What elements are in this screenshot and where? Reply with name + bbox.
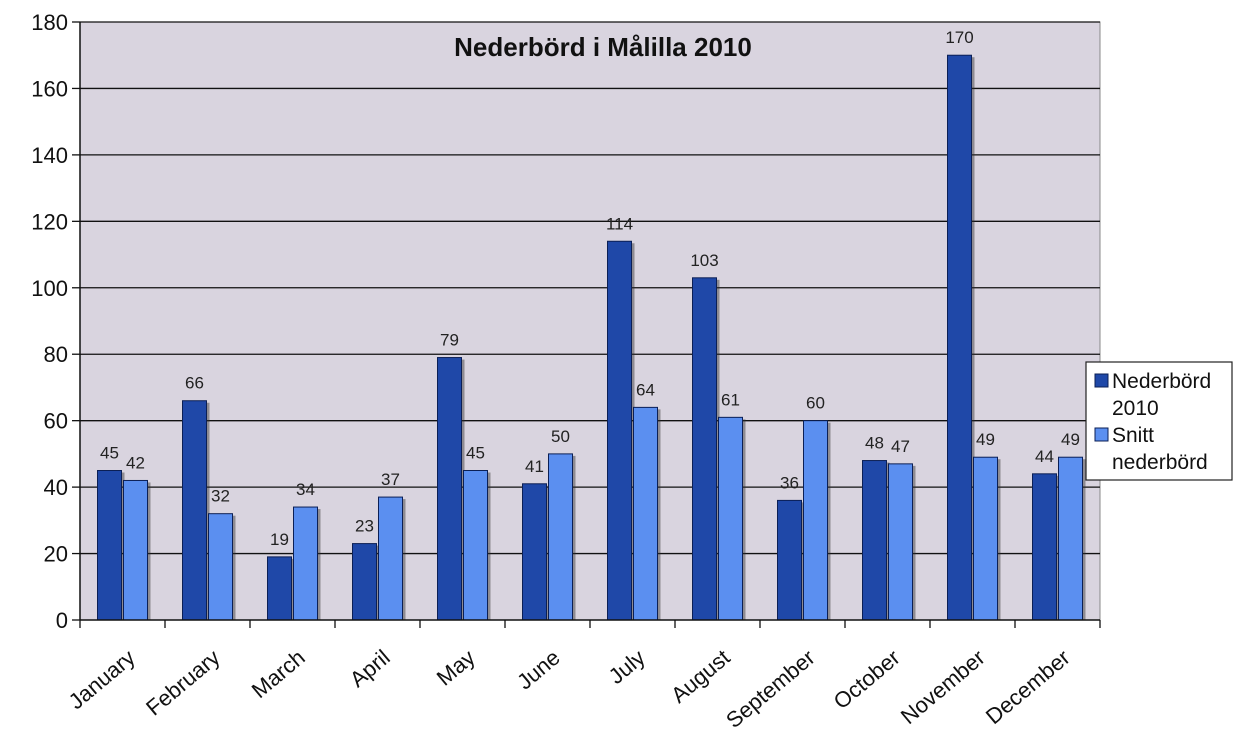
legend-label: 2010 <box>1112 397 1159 420</box>
bar-snitt-nederbord <box>378 496 403 621</box>
x-tick-label: October <box>829 645 905 714</box>
data-label: 48 <box>865 434 884 453</box>
bar-nederbord-2010 <box>352 543 377 621</box>
chart-title: Nederbörd i Målilla 2010 <box>454 32 752 62</box>
bar-snitt-nederbord <box>548 453 573 621</box>
x-axis: January February March April May June July Augu… <box>64 619 1101 733</box>
data-label: 114 <box>606 214 633 233</box>
bar-snitt-nederbord <box>633 406 658 621</box>
data-label: 103 <box>690 251 718 270</box>
x-tick-label: November <box>896 645 990 729</box>
data-label: 170 <box>945 28 973 47</box>
y-tick-label: 40 <box>44 475 68 500</box>
legend-swatch <box>1094 427 1109 442</box>
data-label: 66 <box>185 374 204 393</box>
gridlines <box>80 21 1100 555</box>
x-tick-label: January <box>64 645 140 714</box>
y-tick-label: 20 <box>44 542 68 567</box>
y-tick-label: 180 <box>31 10 68 35</box>
bar-nederbord-2010 <box>267 556 292 621</box>
bar-nederbord-2010 <box>777 499 802 621</box>
data-label: 61 <box>721 390 740 409</box>
data-label: 49 <box>1061 430 1080 449</box>
bar-snitt-nederbord <box>888 463 913 621</box>
y-tick-label: 60 <box>44 409 68 434</box>
x-tick-label: August <box>666 645 735 708</box>
data-label: 60 <box>806 394 825 413</box>
y-tick-label: 160 <box>31 76 68 101</box>
y-tick-label: 140 <box>31 143 68 168</box>
x-tick-label: July <box>604 645 650 689</box>
legend-swatch <box>1094 373 1109 388</box>
data-label: 34 <box>296 480 315 499</box>
bar-nederbord-2010 <box>692 277 717 621</box>
legend-label: Nederbörd <box>1112 370 1211 393</box>
data-label: 79 <box>440 331 459 350</box>
data-label: 44 <box>1035 447 1054 466</box>
legend-label: nederbörd <box>1112 451 1208 474</box>
bar-snitt-nederbord <box>1058 456 1083 621</box>
bar-nederbord-2010 <box>522 483 547 621</box>
legend-box <box>1085 361 1233 481</box>
plot-area <box>79 21 1101 621</box>
data-label: 64 <box>636 380 655 399</box>
data-label: 50 <box>551 427 570 446</box>
x-tick-label: June <box>512 645 565 695</box>
data-label: 37 <box>381 470 400 489</box>
y-tick-label: 120 <box>31 209 68 234</box>
x-tick-label: December <box>981 645 1075 729</box>
bars <box>97 54 1086 621</box>
x-tick-label: April <box>345 645 395 692</box>
bar-snitt-nederbord <box>463 470 488 621</box>
data-label: 32 <box>211 487 230 506</box>
data-label: 41 <box>525 457 544 476</box>
bar-nederbord-2010 <box>607 240 632 621</box>
x-tick-label: March <box>247 645 310 703</box>
data-labels: 45 42 66 32 19 34 23 37 79 45 41 50 114 64 103 61 36 60 48… <box>100 28 1080 549</box>
data-label: 19 <box>270 530 289 549</box>
bar-nederbord-2010 <box>947 54 972 621</box>
data-label: 36 <box>780 473 799 492</box>
bar-nederbord-2010 <box>1032 473 1057 621</box>
data-label: 23 <box>355 517 374 536</box>
bar-snitt-nederbord <box>293 506 318 621</box>
bar-nederbord-2010 <box>182 400 207 621</box>
y-tick-label: 80 <box>44 342 68 367</box>
x-tick-label: May <box>432 645 480 691</box>
bar-nederbord-2010 <box>862 460 887 621</box>
data-label: 49 <box>976 430 995 449</box>
y-tick-label: 0 <box>56 608 68 633</box>
data-label: 45 <box>100 444 119 463</box>
data-label: 42 <box>126 453 145 472</box>
bar-snitt-nederbord <box>718 416 743 621</box>
bar-snitt-nederbord <box>123 479 148 621</box>
legend: Nederbörd 2010 Snitt nederbörd <box>1085 361 1233 481</box>
bar-snitt-nederbord <box>803 420 828 621</box>
bar-snitt-nederbord <box>973 456 998 621</box>
x-tick-label: February <box>141 645 225 721</box>
bar-nederbord-2010 <box>437 357 462 621</box>
data-label: 47 <box>891 437 910 456</box>
bar-snitt-nederbord <box>208 513 233 621</box>
bar-nederbord-2010 <box>97 470 122 621</box>
x-tick-label: September <box>721 645 820 733</box>
y-axis: 0 20 40 60 80 100 120 140 160 180 <box>31 10 81 633</box>
legend-label: Snitt <box>1112 424 1154 447</box>
y-tick-label: 100 <box>31 276 68 301</box>
data-label: 45 <box>466 444 485 463</box>
